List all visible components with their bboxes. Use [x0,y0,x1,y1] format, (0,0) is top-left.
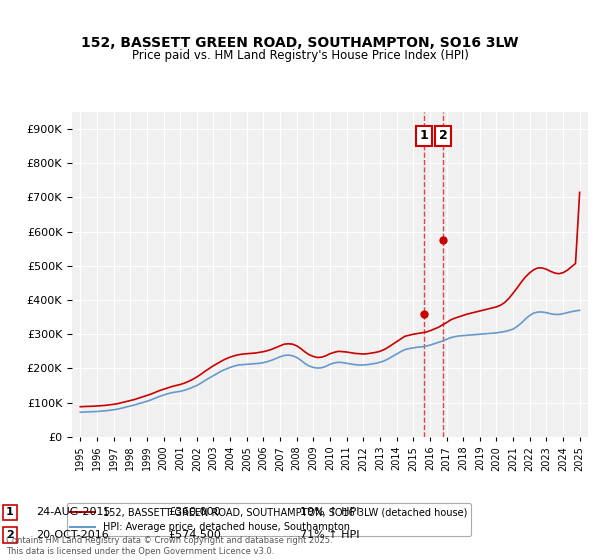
Text: 1: 1 [419,129,428,142]
Text: 20-OCT-2016: 20-OCT-2016 [36,530,109,540]
Text: 19% ↑ HPI: 19% ↑ HPI [300,507,359,517]
Text: £574,500: £574,500 [168,530,221,540]
Text: 24-AUG-2015: 24-AUG-2015 [36,507,110,517]
Text: 152, BASSETT GREEN ROAD, SOUTHAMPTON, SO16 3LW: 152, BASSETT GREEN ROAD, SOUTHAMPTON, SO… [81,36,519,50]
Text: 1: 1 [6,507,14,517]
Text: Contains HM Land Registry data © Crown copyright and database right 2025.
This d: Contains HM Land Registry data © Crown c… [6,536,332,556]
Legend: 152, BASSETT GREEN ROAD, SOUTHAMPTON, SO16 3LW (detached house), HPI: Average pr: 152, BASSETT GREEN ROAD, SOUTHAMPTON, SO… [67,503,471,536]
Text: £360,000: £360,000 [168,507,221,517]
Text: 71% ↑ HPI: 71% ↑ HPI [300,530,359,540]
Text: 2: 2 [439,129,448,142]
Text: 2: 2 [6,530,14,540]
Text: Price paid vs. HM Land Registry's House Price Index (HPI): Price paid vs. HM Land Registry's House … [131,49,469,62]
